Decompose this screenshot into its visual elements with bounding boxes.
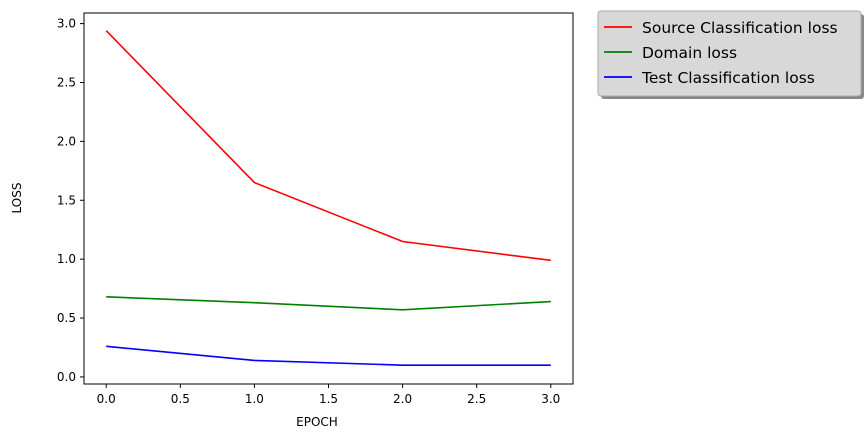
x-tick-label: 3.0 (541, 392, 560, 406)
series-lines (105, 30, 551, 366)
x-axis: 0.0 0.5 1.0 1.5 2.0 2.5 3.0 (97, 384, 560, 406)
x-tick-label: 1.0 (245, 392, 264, 406)
series-line-source-classification-loss (105, 30, 551, 262)
y-tick-label: 2.0 (57, 134, 76, 148)
legend-box (597, 10, 862, 97)
y-tick-label: 2.5 (57, 75, 76, 89)
legend-entry-label: Domain loss (642, 44, 737, 62)
y-tick-label: 3.0 (57, 17, 76, 31)
x-tick-label: 1.5 (319, 392, 338, 406)
series-line-domain-loss (106, 296, 551, 311)
plot-area (83, 12, 574, 385)
y-tick-label: 0.0 (57, 370, 76, 384)
y-axis-label: LOSS (10, 183, 24, 214)
y-tick-label: 1.0 (57, 252, 76, 266)
y-tick-label: 0.5 (57, 311, 76, 325)
legend-entry-label: Test Classification loss (641, 69, 815, 87)
plot-frame (83, 12, 574, 385)
legend: Source Classification loss Domain loss Tes… (597, 10, 864, 99)
series-line-test-classification-loss (106, 345, 551, 366)
x-tick-label: 2.5 (467, 392, 486, 406)
x-tick-label: 2.0 (393, 392, 412, 406)
legend-entry-label: Source Classification loss (642, 19, 838, 37)
y-tick-label: 1.5 (57, 193, 76, 207)
x-tick-label: 0.5 (171, 392, 190, 406)
y-axis: 0.0 0.5 1.0 1.5 2.0 2.5 3.0 (57, 17, 84, 384)
x-axis-label: EPOCH (296, 415, 338, 429)
x-tick-label: 0.0 (97, 392, 116, 406)
